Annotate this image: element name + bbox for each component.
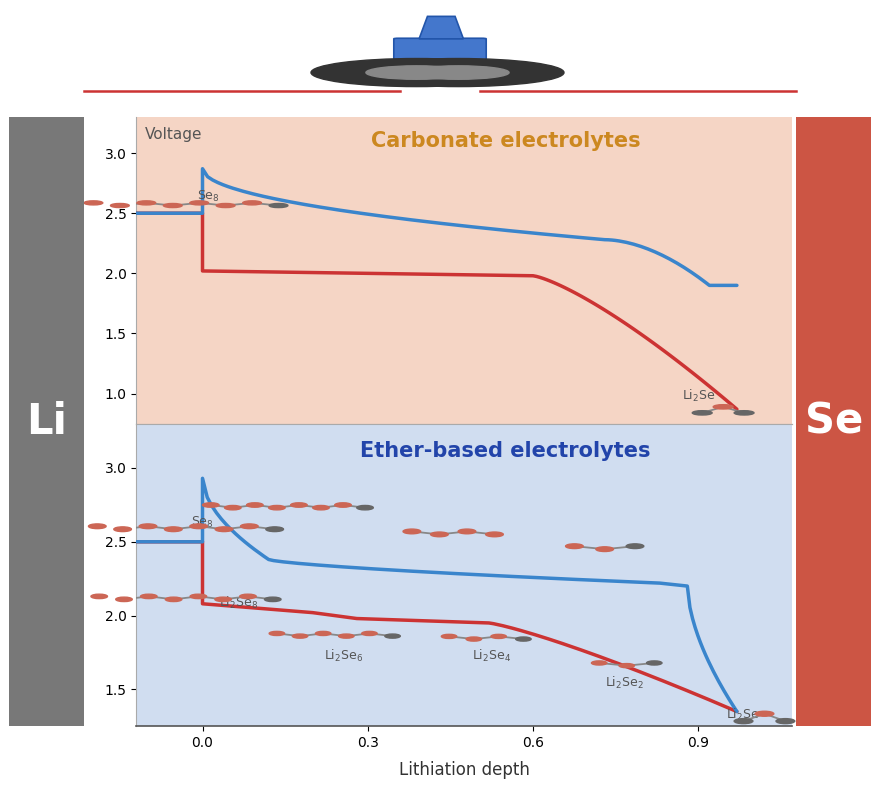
Text: Se$_8$: Se$_8$ bbox=[192, 515, 214, 530]
Circle shape bbox=[627, 544, 644, 549]
Circle shape bbox=[239, 594, 256, 599]
Circle shape bbox=[202, 503, 219, 508]
Circle shape bbox=[647, 661, 662, 665]
Circle shape bbox=[311, 59, 522, 86]
Circle shape bbox=[84, 201, 103, 205]
Circle shape bbox=[312, 505, 329, 510]
Polygon shape bbox=[419, 16, 464, 39]
Circle shape bbox=[596, 547, 613, 551]
Circle shape bbox=[190, 201, 209, 205]
Circle shape bbox=[269, 203, 288, 207]
Circle shape bbox=[566, 544, 583, 549]
Text: Se$_8$: Se$_8$ bbox=[197, 189, 220, 203]
Circle shape bbox=[339, 634, 354, 638]
Circle shape bbox=[713, 404, 733, 409]
Circle shape bbox=[141, 594, 157, 599]
Circle shape bbox=[734, 718, 753, 724]
Circle shape bbox=[91, 594, 107, 599]
Circle shape bbox=[442, 634, 457, 638]
Circle shape bbox=[266, 527, 283, 532]
Circle shape bbox=[215, 597, 231, 601]
Text: Voltage: Voltage bbox=[144, 127, 202, 142]
Circle shape bbox=[334, 503, 351, 508]
Circle shape bbox=[137, 201, 156, 205]
Circle shape bbox=[491, 634, 506, 638]
Circle shape bbox=[356, 505, 373, 510]
Circle shape bbox=[243, 201, 261, 205]
Circle shape bbox=[403, 529, 421, 533]
Circle shape bbox=[385, 634, 400, 638]
Circle shape bbox=[89, 524, 106, 529]
Circle shape bbox=[776, 718, 795, 724]
Circle shape bbox=[486, 532, 503, 537]
Circle shape bbox=[516, 637, 532, 641]
Circle shape bbox=[164, 203, 182, 207]
Circle shape bbox=[591, 661, 607, 665]
Text: Li$_2$Se: Li$_2$Se bbox=[682, 387, 715, 404]
Text: Ether-based electrolytes: Ether-based electrolytes bbox=[360, 441, 651, 462]
Text: Li$_2$Se: Li$_2$Se bbox=[726, 707, 759, 723]
Circle shape bbox=[430, 532, 448, 537]
Circle shape bbox=[734, 411, 754, 415]
Circle shape bbox=[246, 503, 263, 508]
Circle shape bbox=[292, 634, 308, 638]
Circle shape bbox=[407, 66, 510, 79]
Circle shape bbox=[190, 594, 207, 599]
Circle shape bbox=[216, 527, 233, 532]
Circle shape bbox=[165, 527, 182, 532]
Circle shape bbox=[139, 524, 157, 529]
Text: Li$_2$Se$_8$: Li$_2$Se$_8$ bbox=[219, 595, 258, 611]
Circle shape bbox=[114, 527, 131, 532]
Text: Li$_2$Se$_6$: Li$_2$Se$_6$ bbox=[324, 648, 363, 664]
Circle shape bbox=[755, 711, 774, 717]
Circle shape bbox=[240, 524, 258, 529]
Text: Carbonate electrolytes: Carbonate electrolytes bbox=[370, 132, 641, 152]
Circle shape bbox=[458, 529, 476, 533]
Circle shape bbox=[362, 631, 378, 636]
Circle shape bbox=[265, 597, 281, 601]
FancyBboxPatch shape bbox=[394, 38, 486, 73]
Circle shape bbox=[466, 637, 481, 641]
Circle shape bbox=[165, 597, 182, 601]
Text: Se: Se bbox=[804, 400, 863, 443]
Circle shape bbox=[216, 203, 235, 207]
Circle shape bbox=[290, 503, 307, 508]
Circle shape bbox=[619, 663, 634, 667]
Circle shape bbox=[268, 505, 285, 510]
Circle shape bbox=[224, 505, 241, 510]
Circle shape bbox=[269, 631, 284, 636]
Circle shape bbox=[353, 59, 564, 86]
Circle shape bbox=[693, 411, 712, 415]
Circle shape bbox=[366, 66, 467, 79]
Circle shape bbox=[116, 597, 132, 601]
Circle shape bbox=[315, 631, 331, 636]
X-axis label: Lithiation depth: Lithiation depth bbox=[399, 761, 530, 779]
Circle shape bbox=[111, 203, 129, 207]
Text: Li$_2$Se$_4$: Li$_2$Se$_4$ bbox=[473, 648, 511, 664]
Text: Li$_2$Se$_2$: Li$_2$Se$_2$ bbox=[605, 675, 643, 691]
Text: Li: Li bbox=[26, 400, 67, 443]
Circle shape bbox=[190, 524, 208, 529]
